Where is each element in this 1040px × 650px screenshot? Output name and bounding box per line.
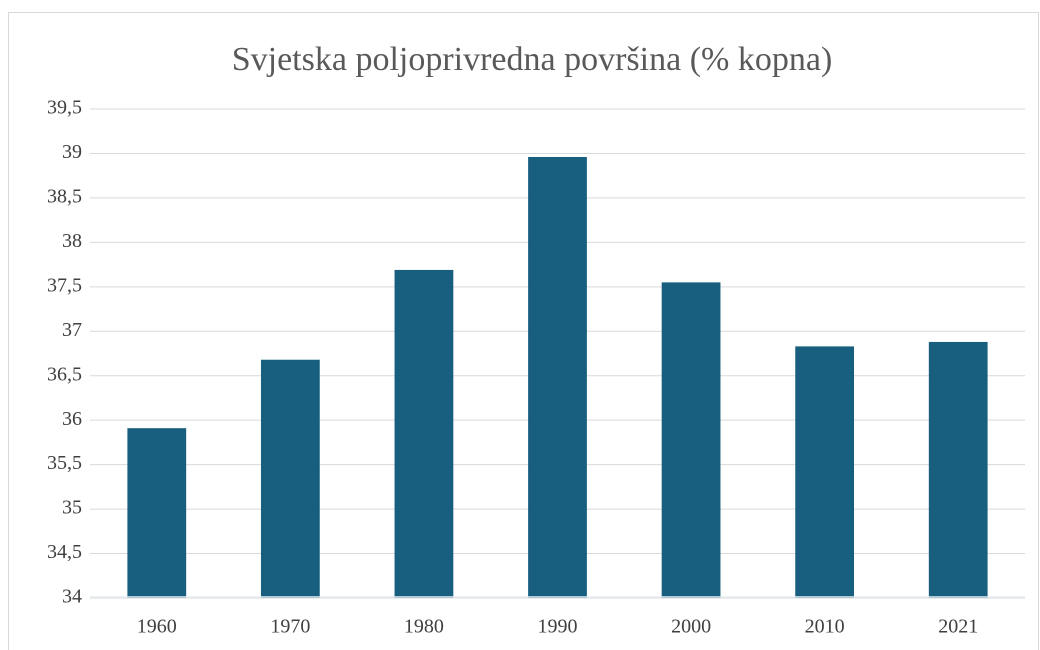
x-tick-label: 1960 <box>137 616 177 638</box>
y-tick-label: 35 <box>62 497 82 519</box>
x-tick-label: 2021 <box>938 616 978 638</box>
bar <box>394 269 454 598</box>
x-tick-label: 1980 <box>404 616 444 638</box>
y-tick-label: 39,5 <box>47 97 82 119</box>
x-tick-label: 1970 <box>270 616 310 638</box>
bar <box>260 359 320 598</box>
y-tick-label: 34,5 <box>47 541 82 563</box>
y-tick-label: 38 <box>62 230 82 252</box>
bar <box>928 341 988 598</box>
y-tick-label: 36,5 <box>47 363 82 385</box>
y-tick-label: 37 <box>62 319 82 341</box>
y-tick-label: 35,5 <box>47 452 82 474</box>
bar <box>528 157 587 598</box>
bar <box>661 282 721 598</box>
y-tick-label: 38,5 <box>47 186 82 208</box>
y-tick-label: 37,5 <box>47 274 82 296</box>
chart-title: Svjetska poljoprivredna površina (% kopn… <box>232 41 833 78</box>
y-tick-label: 34 <box>62 586 82 608</box>
y-tick-label: 39 <box>62 141 82 163</box>
y-tick-label: 36 <box>62 408 82 430</box>
bar <box>795 346 855 598</box>
x-tick-label: 2010 <box>805 616 845 638</box>
x-tick-label: 2000 <box>671 616 711 638</box>
x-tick-label: 1990 <box>538 616 578 638</box>
bar <box>127 428 187 598</box>
